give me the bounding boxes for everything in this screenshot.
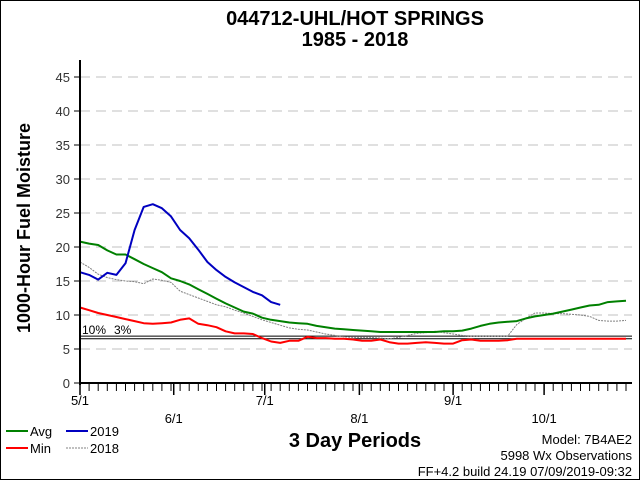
series-line-min: [79, 306, 626, 345]
legend-label-min: Min: [30, 441, 51, 456]
reference-line-label: 10%: [82, 323, 106, 337]
y-tick-label: 45: [56, 70, 70, 85]
x-tick-label: 10/1: [531, 411, 556, 426]
x-tick-label: 8/1: [350, 411, 368, 426]
y-tick-label: 30: [56, 172, 70, 187]
y-tick-label: 0: [63, 376, 70, 391]
y-tick-label: 35: [56, 138, 70, 153]
legend-label-2019: 2019: [90, 424, 119, 439]
series-line-2018: [79, 261, 627, 340]
series-line-avg: [79, 240, 627, 333]
y-tick-label: 10: [56, 308, 70, 323]
chart-title: 044712-UHL/HOT SPRINGS: [226, 8, 484, 30]
y-tick-label: 5: [63, 342, 70, 357]
legend: Avg Min 2019 2018: [6, 424, 119, 456]
y-axis-label: 1000-Hour Fuel Moisture: [14, 123, 34, 333]
chart-subtitle: 1985 - 2018: [302, 29, 409, 51]
x-tick-label: 5/1: [71, 393, 89, 408]
x-tick-label: 7/1: [256, 393, 274, 408]
y-tick-label: 20: [56, 240, 70, 255]
legend-label-2018: 2018: [90, 441, 119, 456]
x-tick-label: 9/1: [444, 393, 462, 408]
y-tick-label: 15: [56, 274, 70, 289]
x-tick-label: 6/1: [165, 411, 183, 426]
series-line-2019: [79, 203, 281, 306]
y-tick-label: 40: [56, 104, 70, 119]
legend-label-avg: Avg: [30, 424, 52, 439]
observations-text: 5998 Wx Observations: [500, 448, 632, 463]
build-text: FF+4.2 build 24.19 07/09/2019-09:32: [418, 464, 632, 479]
x-axis-label: 3 Day Periods: [289, 430, 421, 452]
y-tick-label: 25: [56, 206, 70, 221]
model-text: Model: 7B4AE2: [542, 432, 632, 447]
reference-line-label: 3%: [114, 323, 132, 337]
